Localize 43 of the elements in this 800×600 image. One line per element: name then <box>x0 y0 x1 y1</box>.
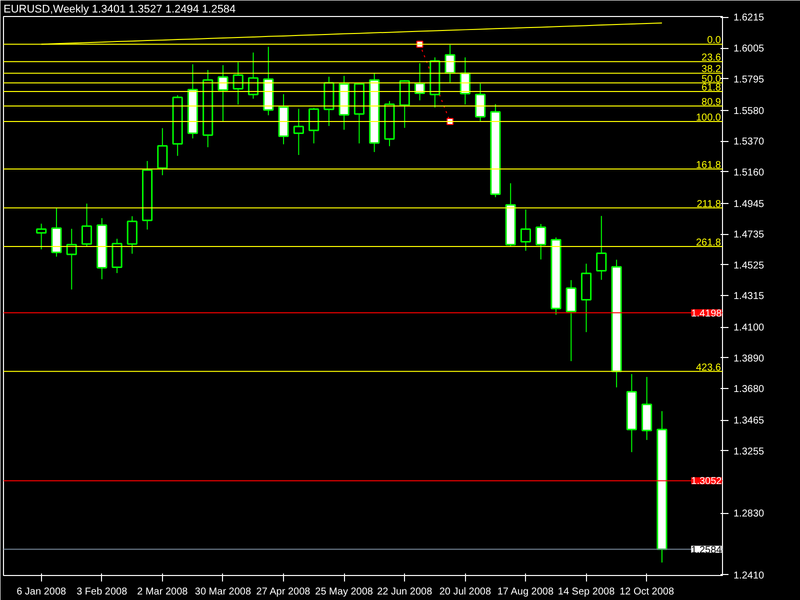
annotation: 161.8 <box>696 160 722 172</box>
ref-line-label: 1.2584 <box>691 544 722 556</box>
x-tick-label: 17 Aug 2008 <box>497 586 554 598</box>
ref-line-label: 1.3052 <box>691 476 722 488</box>
chart-title: EURUSD,Weekly 1.3401 1.3527 1.2494 1.2584 <box>4 4 236 16</box>
annotation: 0.0 <box>707 35 722 46</box>
x-tick-label: 20 Jul 2008 <box>439 586 492 598</box>
x-tick-label: 6 Jan 2008 <box>16 586 67 598</box>
annotation: 23.6 <box>702 52 722 64</box>
x-tick-label: 30 Mar 2008 <box>194 586 252 598</box>
x-tick-label: 12 Oct 2008 <box>620 586 674 598</box>
y-tick-label: 1.6215 <box>734 12 765 24</box>
annotation: 61.8 <box>702 82 722 94</box>
x-tick-label: 3 Feb 2008 <box>76 586 128 598</box>
y-tick-label: 1.5580 <box>734 106 765 117</box>
annotation: 423.6 <box>696 362 722 374</box>
annotation: 211,8 <box>696 198 722 210</box>
annotation: 80,9 <box>702 97 722 108</box>
y-tick-label: 1.2410 <box>734 570 765 582</box>
x-tick-label: 2 Mar 2008 <box>137 586 188 598</box>
y-tick-label: 1.6005 <box>734 44 765 55</box>
annotation: 100.0 <box>696 112 722 124</box>
y-tick-label: 1.5795 <box>734 74 765 86</box>
y-tick-label: 1.4945 <box>734 198 765 210</box>
y-tick-label: 1.4735 <box>734 230 765 241</box>
y-tick-label: 1.5160 <box>734 167 765 178</box>
y-tick-label: 1.2830 <box>734 508 765 520</box>
y-tick-label: 1.4315 <box>734 291 765 302</box>
x-tick-label: 27 Apr 2008 <box>256 586 311 598</box>
y-tick-label: 1.4100 <box>734 322 765 334</box>
x-tick-label: 25 May 2008 <box>315 586 374 598</box>
y-tick-label: 1.3890 <box>734 353 765 364</box>
y-tick-label: 1.4525 <box>734 260 765 272</box>
y-tick-label: 1.3680 <box>734 384 765 396</box>
ref-line-label: 1.4198 <box>691 308 722 320</box>
annotation: 38.2 <box>702 64 722 76</box>
annotation: 50.0 <box>702 74 722 85</box>
y-tick-label: 1.3255 <box>734 446 765 458</box>
annotation: 261.8 <box>696 238 722 249</box>
y-tick-label: 1.3465 <box>734 416 765 427</box>
x-tick-label: 22 Jun 2008 <box>377 586 433 598</box>
y-tick-label: 1.5370 <box>734 136 765 148</box>
x-tick-label: 14 Sep 2008 <box>558 586 616 598</box>
